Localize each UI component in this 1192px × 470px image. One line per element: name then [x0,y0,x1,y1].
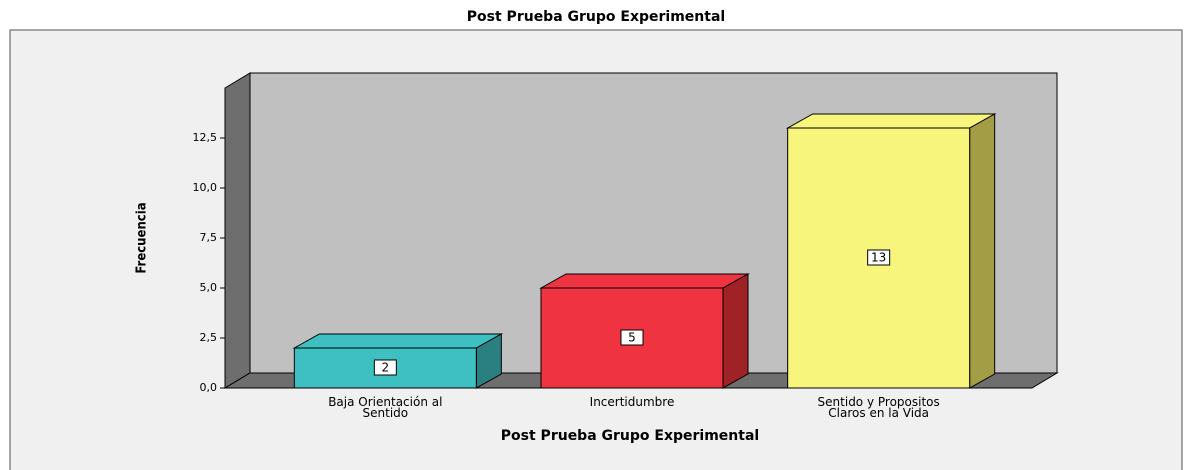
side-wall [224,72,251,389]
y-tick-label: 10,0 [193,181,218,194]
bar-top [785,113,997,129]
bar-top [292,333,504,349]
bar-side [969,113,996,389]
y-tick-label: 0,0 [200,381,218,394]
x-tick-label: Sentido y Propositos Claros en la Vida [817,395,940,420]
value-label: 13 [871,251,886,265]
x-tick-label: Baja Orientación al Sentido [328,395,443,420]
bar-side [722,273,749,389]
value-label-box [620,329,644,346]
value-label: 5 [628,331,636,345]
y-tick-label: 7,5 [200,231,218,244]
value-label-box [373,359,397,376]
x-tick-label: Incertidumbre [589,395,675,409]
value-label-box [867,249,891,266]
chart-title: Post Prueba Grupo Experimental [467,9,725,25]
y-tick-label: 2,5 [200,331,218,344]
y-axis-title: Frecuencia [135,202,150,273]
bar-top [539,273,750,289]
y-tick-label: 12,5 [193,131,218,144]
value-label: 2 [382,361,390,375]
x-axis-title: Post Prueba Grupo Experimental [501,428,759,444]
y-tick-label: 5,0 [200,281,218,294]
